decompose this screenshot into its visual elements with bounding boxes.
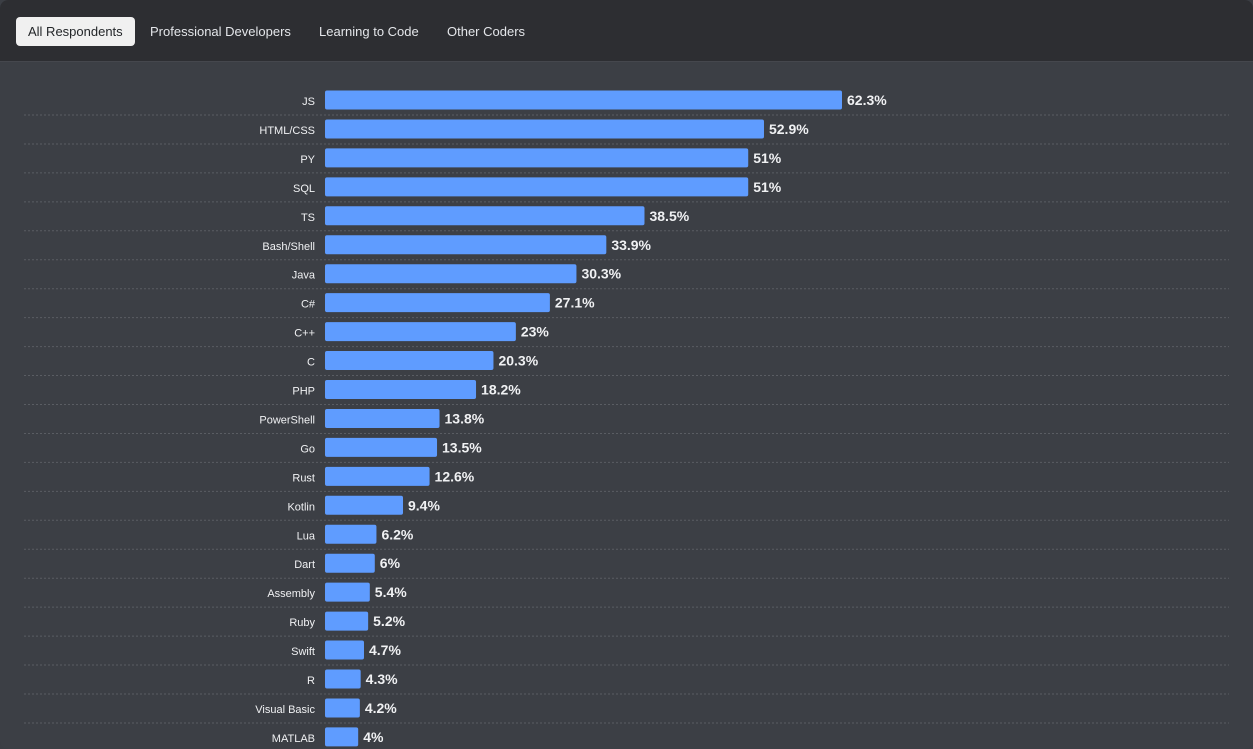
tab-learning-to-code[interactable]: Learning to Code — [319, 24, 419, 39]
bar[interactable] — [325, 611, 369, 631]
tab-other-coders[interactable]: Other Coders — [447, 24, 526, 39]
chart-row: C 20.3% — [24, 351, 1229, 377]
value-label: 9.4% — [408, 497, 440, 513]
chart-row: PY 51% — [24, 148, 1229, 174]
language-usage-bar-chart: JS 62.3% HTML/CSS 52.9% PY 51% SQL 51% TS 38.5% Ba… — [24, 90, 1229, 747]
chart-row: Dart 6% — [24, 553, 1229, 579]
bar[interactable] — [325, 235, 607, 255]
value-label: 23% — [521, 324, 550, 340]
chart-row: R 4.3% — [24, 669, 1229, 695]
tab-professional-developers[interactable]: Professional Developers — [150, 24, 291, 39]
chart-row: Kotlin 9.4% — [24, 495, 1229, 521]
value-label: 33.9% — [611, 237, 651, 253]
chart-row: SQL 51% — [24, 177, 1229, 203]
bar[interactable] — [325, 380, 477, 399]
bar[interactable] — [325, 437, 438, 457]
chart-row: JS 62.3% — [24, 90, 1229, 116]
value-label: 12.6% — [435, 468, 475, 484]
value-label: 5.4% — [375, 584, 407, 600]
chart-row: PowerShell 13.8% — [24, 408, 1229, 434]
value-label: 4.3% — [366, 671, 398, 687]
chart-row: Lua 6.2% — [24, 524, 1229, 550]
category-label: PY — [300, 154, 315, 166]
value-label: 6.2% — [381, 526, 413, 542]
bar[interactable] — [325, 148, 749, 168]
chart-row: Rust 12.6% — [24, 466, 1229, 492]
bar[interactable] — [325, 727, 359, 747]
category-label: R — [307, 675, 315, 687]
value-label: 51% — [753, 179, 782, 195]
value-label: 13.5% — [442, 439, 482, 455]
category-label: Kotlin — [287, 501, 315, 513]
bar[interactable] — [325, 206, 645, 226]
chart-row: C++ 23% — [24, 322, 1229, 348]
bar[interactable] — [325, 698, 360, 718]
category-label: HTML/CSS — [259, 125, 315, 137]
bar[interactable] — [325, 351, 494, 371]
value-label: 6% — [380, 555, 401, 571]
category-label: SQL — [293, 183, 315, 195]
bar[interactable] — [325, 293, 550, 313]
value-label: 5.2% — [373, 613, 405, 629]
category-label: TS — [301, 212, 315, 224]
value-label: 52.9% — [769, 121, 809, 137]
category-label: Ruby — [289, 617, 315, 629]
category-label: Rust — [292, 472, 315, 484]
bar[interactable] — [325, 264, 577, 284]
bar[interactable] — [325, 669, 361, 689]
bar[interactable] — [325, 553, 375, 573]
category-label: MATLAB — [272, 733, 315, 745]
value-label: 4% — [363, 729, 384, 745]
bar[interactable] — [325, 119, 764, 139]
value-label: 18.2% — [481, 382, 521, 398]
chart-row: Ruby 5.2% — [24, 611, 1229, 637]
value-label: 30.3% — [581, 266, 621, 282]
chart-row: PHP 18.2% — [24, 380, 1229, 405]
chart-row: Java 30.3% — [24, 264, 1229, 290]
category-label: C++ — [294, 328, 315, 340]
category-label: JS — [302, 96, 315, 108]
value-label: 51% — [753, 150, 782, 166]
chart-row: C# 27.1% — [24, 293, 1229, 319]
category-label: C — [307, 357, 315, 369]
bar[interactable] — [325, 524, 377, 544]
respondent-tabbar: All Respondents Professional Developers … — [0, 0, 1253, 62]
bar[interactable] — [325, 408, 440, 428]
bar[interactable] — [325, 495, 404, 515]
category-label: Swift — [291, 646, 315, 658]
chart-row: HTML/CSS 52.9% — [24, 119, 1229, 145]
category-label: Go — [300, 443, 315, 455]
value-label: 13.8% — [445, 410, 485, 426]
bar[interactable] — [325, 177, 749, 197]
chart-row: Bash/Shell 33.9% — [24, 235, 1229, 261]
category-label: PHP — [292, 386, 315, 398]
category-label: Java — [292, 270, 316, 282]
category-label: PowerShell — [259, 414, 315, 426]
value-label: 62.3% — [847, 92, 887, 108]
chart-row: Swift 4.7% — [24, 640, 1229, 666]
category-label: Dart — [294, 559, 315, 571]
bar[interactable] — [325, 640, 365, 660]
chart-row: Go 13.5% — [24, 437, 1229, 463]
chart-row: TS 38.5% — [24, 206, 1229, 232]
chart-row: Assembly 5.4% — [24, 582, 1229, 608]
value-label: 4.2% — [365, 700, 397, 716]
category-label: Bash/Shell — [262, 241, 315, 253]
bar[interactable] — [325, 90, 842, 110]
bar[interactable] — [325, 466, 430, 486]
value-label: 27.1% — [555, 295, 595, 311]
value-label: 20.3% — [498, 353, 538, 369]
tab-all-respondents[interactable]: All Respondents — [16, 17, 135, 46]
category-label: Assembly — [267, 588, 315, 600]
category-label: C# — [301, 299, 316, 311]
category-label: Lua — [297, 530, 316, 542]
bar[interactable] — [325, 582, 370, 602]
chart-row: Visual Basic 4.2% — [24, 698, 1229, 724]
category-label: Visual Basic — [255, 704, 315, 716]
chart-row: MATLAB 4% — [272, 727, 384, 747]
value-label: 4.7% — [369, 642, 401, 658]
bar[interactable] — [325, 322, 516, 342]
value-label: 38.5% — [649, 208, 689, 224]
